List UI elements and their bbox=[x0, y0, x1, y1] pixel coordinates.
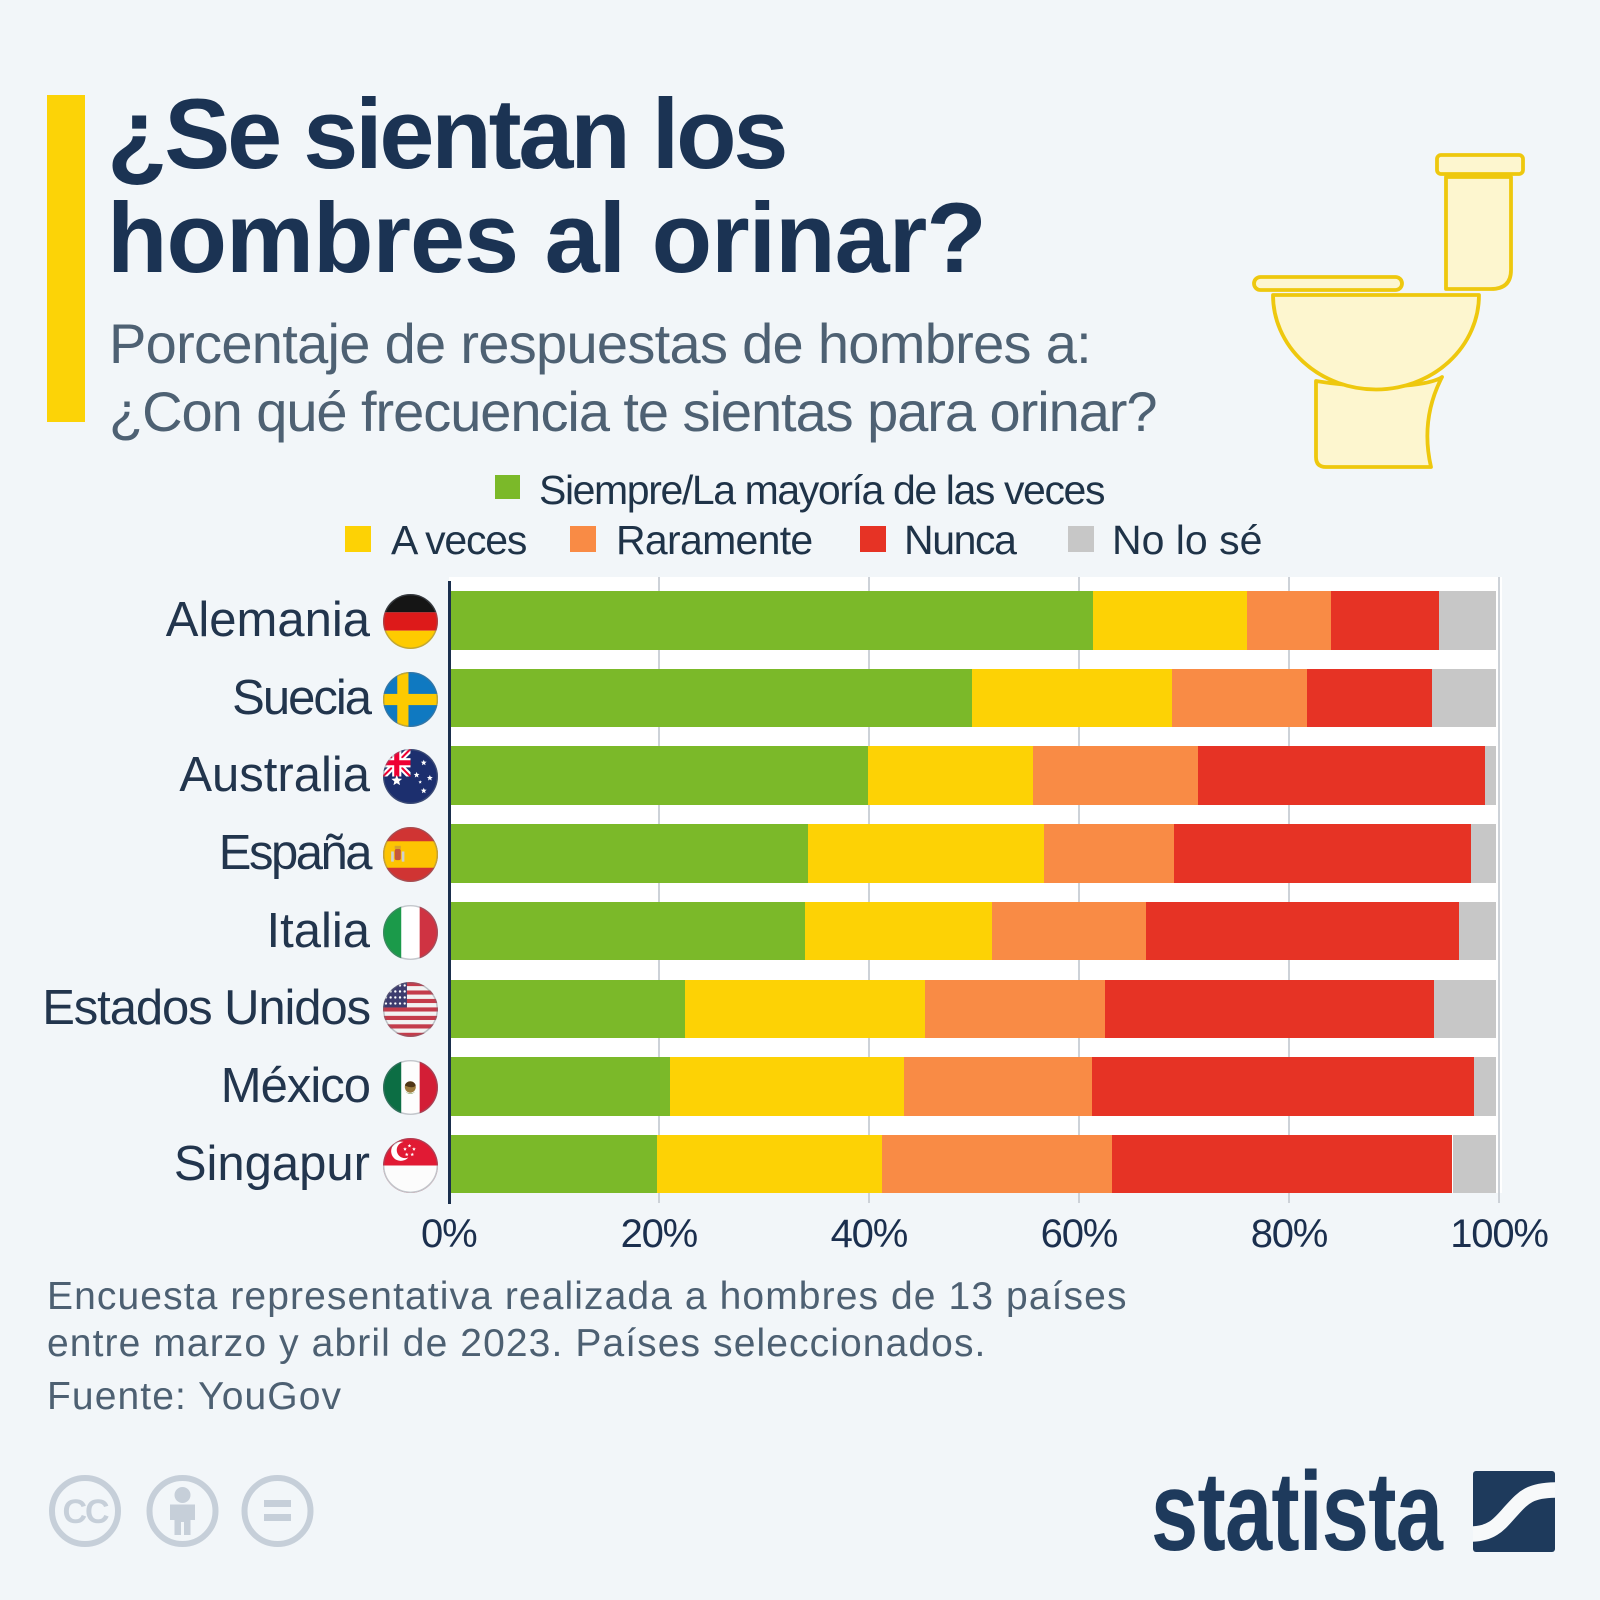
svg-text:CC: CC bbox=[62, 1493, 109, 1531]
